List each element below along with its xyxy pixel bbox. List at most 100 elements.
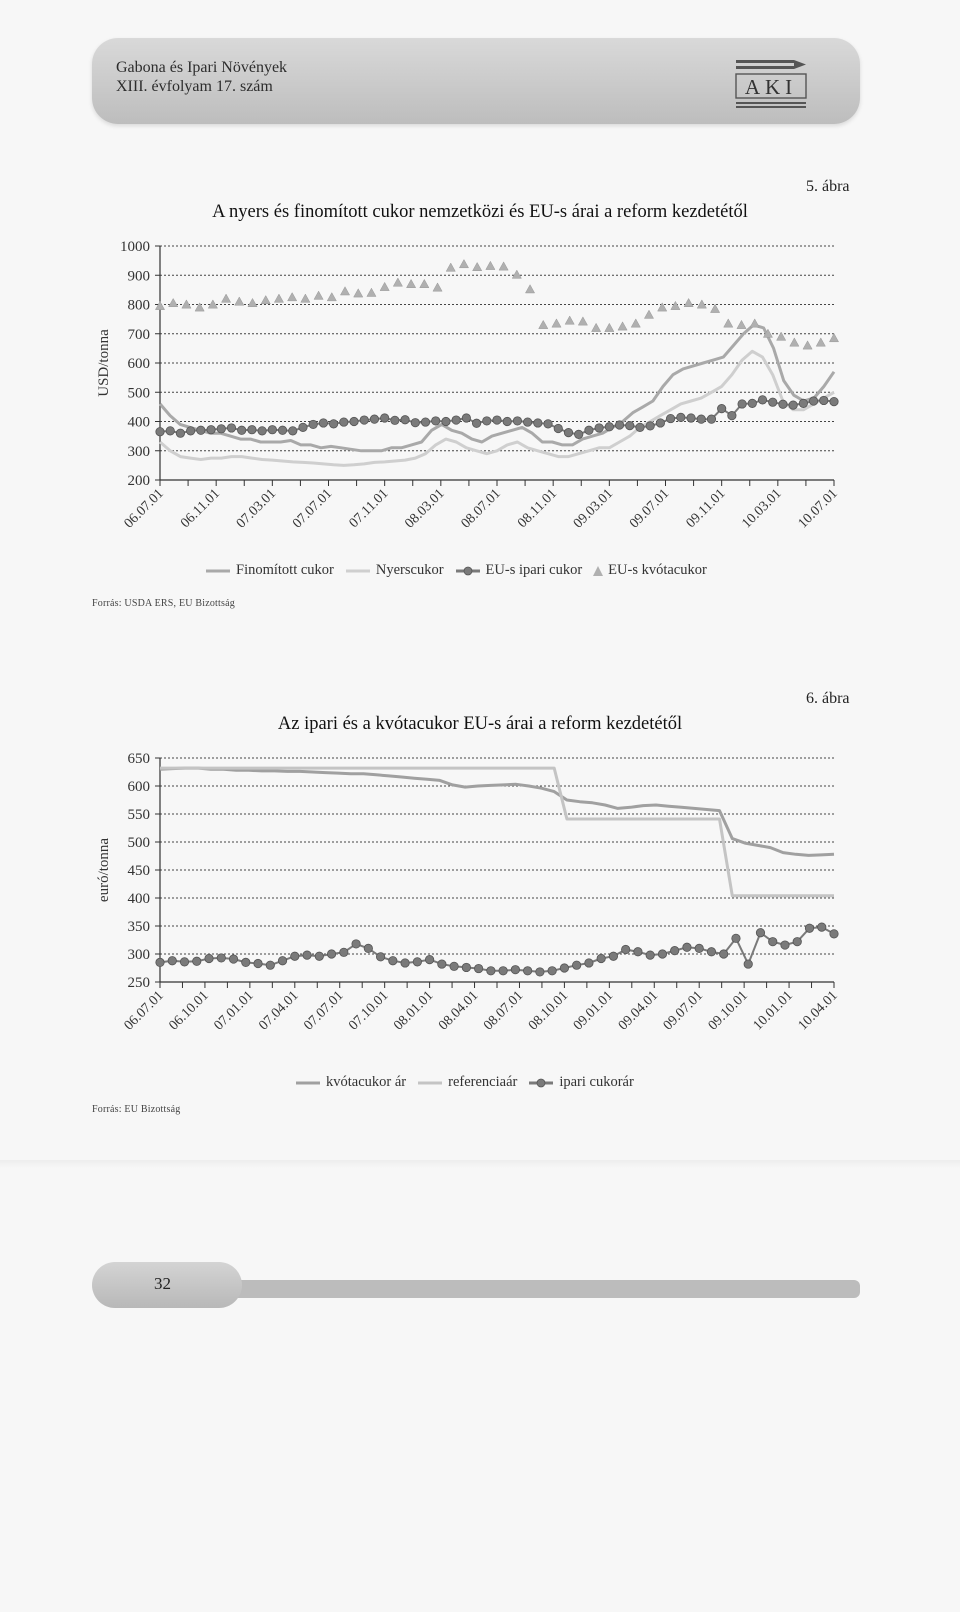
fig5-data-point bbox=[288, 426, 298, 436]
fig5-data-point bbox=[420, 417, 431, 427]
fig5-data-point bbox=[359, 415, 369, 425]
fig5-data-point bbox=[710, 303, 721, 313]
fig5-y-tick-label: 700 bbox=[128, 327, 151, 343]
fig5-data-point bbox=[696, 299, 707, 309]
fig5-y-tick-label: 900 bbox=[128, 268, 151, 284]
fig6-legend-swatch bbox=[529, 1078, 554, 1087]
fig5-data-point bbox=[808, 396, 819, 406]
fig5-data-point bbox=[300, 293, 311, 303]
fig5-data-point bbox=[207, 299, 218, 309]
fig5-data-point bbox=[788, 400, 798, 410]
fig6-x-tick-label: 09.10.01 bbox=[706, 988, 751, 1033]
fig6-data-point bbox=[290, 951, 300, 961]
fig6-data-point bbox=[167, 956, 177, 966]
fig6-data-point bbox=[375, 952, 386, 962]
fig6-data-point bbox=[192, 956, 202, 966]
journal-title: Gabona és Ipari Növények XIII. évfolyam … bbox=[116, 58, 287, 96]
fig5-data-point bbox=[591, 322, 602, 332]
fig6-legend-swatch bbox=[296, 1081, 320, 1084]
fig5-legend-swatch bbox=[206, 569, 230, 572]
fig6-data-point bbox=[412, 957, 422, 967]
fig6-data-point bbox=[437, 959, 447, 969]
fig6-data-point bbox=[719, 949, 729, 959]
fig6-y-tick-label: 600 bbox=[128, 779, 151, 795]
fig5-data-point bbox=[349, 416, 359, 427]
fig5-data-point bbox=[727, 411, 737, 421]
fig5-series-2 bbox=[155, 395, 839, 439]
figure-5-title: A nyers és finomított cukor nemzetközi é… bbox=[212, 202, 748, 222]
fig6-data-point bbox=[621, 944, 631, 955]
fig5-data-point bbox=[277, 425, 288, 435]
fig5-data-point bbox=[502, 416, 512, 427]
fig6-x-tick-label: 10.01.01 bbox=[751, 988, 796, 1033]
fig6-y-tick-label: 300 bbox=[128, 947, 151, 963]
fig5-series-3 bbox=[154, 259, 840, 350]
fig5-data-point bbox=[614, 420, 625, 430]
fig5-series-0 bbox=[158, 323, 836, 453]
fig6-data-point bbox=[228, 954, 239, 964]
fig6-data-point bbox=[792, 937, 802, 947]
fig5-data-point bbox=[815, 337, 826, 347]
fig6-data-point bbox=[155, 957, 165, 968]
fig6-data-point bbox=[572, 960, 582, 970]
fig6-data-point bbox=[314, 951, 324, 961]
fig5-data-point bbox=[390, 415, 400, 425]
figure-5-source: Forrás: USDA ERS, EU Bizottság bbox=[92, 598, 235, 609]
fig6-data-point bbox=[731, 933, 741, 943]
fig5-data-point bbox=[329, 419, 339, 429]
fig5-data-point bbox=[339, 417, 349, 427]
fig5-data-point bbox=[226, 423, 237, 433]
fig5-data-point bbox=[604, 422, 614, 432]
fig6-x-tick-label: 06.10.01 bbox=[167, 988, 212, 1033]
fig5-data-point bbox=[369, 414, 380, 424]
fig5-y-tick-label: 200 bbox=[128, 473, 151, 489]
fig6-data-point bbox=[216, 953, 226, 963]
fig5-data-point bbox=[737, 399, 747, 409]
fig5-data-point bbox=[584, 425, 594, 435]
fig5-y-tick-label: 800 bbox=[128, 298, 151, 314]
fig5-data-point bbox=[551, 318, 562, 328]
fig5-data-point bbox=[670, 300, 681, 310]
fig5-data-point bbox=[604, 322, 615, 332]
fig5-legend-label: Finomított cukor bbox=[236, 562, 334, 578]
fig5-data-point bbox=[523, 417, 533, 427]
fig5-data-point bbox=[553, 423, 563, 434]
fig6-data-point bbox=[523, 966, 533, 976]
fig5-data-point bbox=[802, 340, 813, 350]
fig5-data-point bbox=[829, 397, 839, 407]
fig5-data-point bbox=[492, 415, 502, 425]
fig5-data-point bbox=[154, 300, 166, 310]
fig5-data-point bbox=[186, 426, 196, 436]
fig6-legend-item: kvótacukor ár bbox=[294, 1074, 406, 1091]
fig6-data-point bbox=[400, 958, 410, 968]
journal-issue: XIII. évfolyam 17. szám bbox=[116, 78, 273, 95]
fig5-legend-swatch bbox=[345, 569, 370, 572]
fig5-y-tick-label: 500 bbox=[128, 385, 151, 401]
fig6-data-point bbox=[670, 946, 680, 956]
fig5-data-point bbox=[625, 420, 635, 431]
fig6-legend-label: kvótacukor ár bbox=[326, 1074, 407, 1090]
fig5-data-point bbox=[657, 302, 668, 312]
fig5-data-point bbox=[247, 425, 257, 435]
fig6-data-point bbox=[682, 942, 692, 952]
fig5-data-point bbox=[366, 287, 377, 297]
fig5-data-point bbox=[498, 261, 509, 271]
fig6-x-tick-label: 08.07.01 bbox=[481, 988, 526, 1033]
fig5-data-point bbox=[723, 318, 734, 328]
fig5-data-point bbox=[749, 318, 760, 328]
fig5-data-point bbox=[206, 425, 216, 435]
fig5-legend-label: EU-s kvótacukor bbox=[608, 562, 707, 578]
fig5-data-point bbox=[828, 333, 840, 343]
fig5-data-point bbox=[564, 315, 575, 325]
aki-logo: AKI bbox=[735, 60, 807, 108]
fig6-data-point bbox=[584, 958, 594, 968]
fig6-data-point bbox=[804, 923, 815, 933]
fig6-data-point bbox=[204, 953, 214, 964]
fig6-data-point bbox=[657, 949, 668, 959]
fig5-data-point bbox=[406, 278, 417, 288]
figure-6-legend: kvótacukor ár referenciaár ipari cukorár bbox=[294, 1074, 644, 1091]
fig5-data-point bbox=[645, 421, 655, 431]
page-number: 32 bbox=[154, 1274, 171, 1293]
